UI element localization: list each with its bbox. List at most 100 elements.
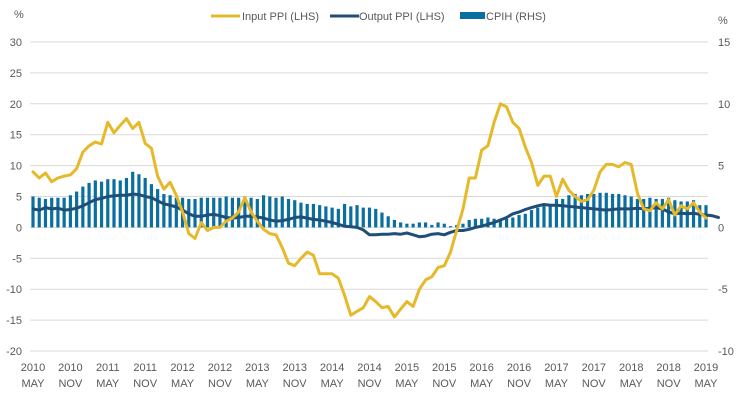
x-tick-year: 2013 (245, 362, 269, 374)
cpih-bar (392, 219, 397, 228)
x-tick-month: NOV (657, 378, 682, 390)
x-tick-year: 2015 (395, 362, 419, 374)
cpih-bar (660, 198, 664, 228)
cpih-bar (193, 198, 197, 228)
x-tick-month: MAY (321, 378, 345, 390)
cpih-bar (361, 207, 365, 228)
cpih-bar (174, 197, 178, 228)
cpih-bar (592, 194, 596, 228)
cpih-bar (143, 177, 147, 228)
x-tick-month: MAY (470, 378, 494, 390)
input-ppi-line (31, 102, 708, 319)
legend-label-cpih: CPIH (RHS) (486, 11, 546, 23)
x-tick-year: 2011 (133, 362, 157, 374)
cpih-bar (162, 194, 166, 228)
right-tick-label: -10 (718, 346, 734, 358)
cpih-bar (124, 177, 129, 228)
x-tick-year: 2018 (656, 362, 680, 374)
cpih-bar (511, 217, 515, 228)
left-tick-label: 25 (10, 68, 22, 80)
cpih-bar (654, 198, 658, 228)
output-ppi-line (31, 192, 720, 239)
cpih-bar (261, 195, 266, 228)
right-tick-label: 10 (718, 99, 730, 111)
right-tick-label: 15 (718, 37, 730, 49)
cpih-bar (635, 198, 640, 228)
cpih-bar (355, 205, 359, 228)
left-tick-label: -20 (6, 346, 22, 358)
cpih-bar (529, 210, 534, 228)
x-axis: 2010 MAY 2010 NOV 2011 MAY 2011 NOV 2012 MAY 2012 N… (21, 362, 718, 390)
legend-swatch-cpih (460, 12, 485, 19)
cpih-bar (87, 182, 91, 228)
left-tick-label: 15 (10, 130, 22, 142)
x-tick-year: 2019 (694, 362, 718, 374)
cpih-bar (436, 222, 440, 228)
x-tick-month: MAY (694, 378, 718, 390)
cpih-bar (255, 198, 259, 228)
x-tick-month: MAY (620, 378, 644, 390)
cpih-bar (230, 197, 235, 228)
cpih-bar (268, 196, 272, 228)
cpih-bar (648, 197, 652, 228)
cpih-bar (473, 218, 478, 228)
legend-item-input-ppi: Input PPI (LHS) (211, 11, 319, 23)
cpih-bar (62, 197, 66, 228)
right-tick-label: -5 (718, 284, 728, 296)
cpih-bar (212, 197, 216, 228)
legend-item-output-ppi: Output PPI (LHS) (330, 11, 445, 23)
cpih-bar (461, 223, 465, 228)
legend: Input PPI (LHS) Output PPI (LHS) CPIH (R… (211, 11, 546, 23)
cpih-bar (50, 197, 54, 228)
cpih-bar (498, 218, 502, 228)
cpih-bar (417, 222, 421, 228)
cpih-bar (118, 180, 122, 228)
cpih-bar (137, 174, 141, 228)
x-tick-month: MAY (21, 378, 45, 390)
cpih-bar (280, 196, 284, 228)
left-tick-label: 0 (16, 222, 22, 234)
x-tick-month: MAY (246, 378, 270, 390)
cpih-bar (168, 195, 172, 228)
cpih-bar (156, 189, 160, 228)
cpih-bar (336, 208, 340, 228)
x-tick-month: NOV (133, 378, 158, 390)
cpih-bar (517, 215, 521, 228)
left-tick-label: 20 (10, 99, 22, 111)
cpih-bar (99, 181, 104, 228)
cpih-bar (218, 197, 222, 228)
cpih-bar (112, 179, 116, 228)
right-axis: % 15 10 5 0 -5 -10 (718, 15, 734, 358)
ppi-lines (31, 102, 720, 319)
x-tick-year: 2017 (544, 362, 568, 374)
left-tick-label: -10 (6, 284, 22, 296)
cpih-bar (199, 197, 203, 228)
left-tick-label: 10 (10, 161, 22, 173)
cpih-bar (504, 218, 509, 228)
cpih-bar (442, 223, 446, 228)
legend-label-output-ppi: Output PPI (LHS) (359, 11, 445, 23)
cpih-bar (93, 180, 97, 228)
cpih-bar (380, 212, 384, 228)
cpih-bar (567, 195, 571, 228)
left-axis-unit-label: % (14, 9, 24, 21)
x-tick-month: MAY (171, 378, 195, 390)
cpih-bar (542, 205, 546, 228)
cpih-bar (386, 216, 390, 228)
cpih-bar (31, 196, 35, 228)
cpih-bar (106, 179, 110, 228)
x-tick-year: 2011 (96, 362, 120, 374)
cpih-bar (480, 218, 484, 228)
cpih-bar (68, 195, 72, 228)
x-tick-month: NOV (432, 378, 457, 390)
cpih-bar (349, 206, 353, 228)
x-tick-month: NOV (283, 378, 308, 390)
cpih-bars (31, 171, 708, 228)
cpih-bar (405, 223, 409, 228)
cpih-bar (642, 198, 646, 228)
legend-item-cpih: CPIH (RHS) (460, 11, 546, 23)
cpih-bar (299, 202, 303, 228)
cpih-bar (536, 207, 540, 228)
x-tick-month: MAY (96, 378, 120, 390)
